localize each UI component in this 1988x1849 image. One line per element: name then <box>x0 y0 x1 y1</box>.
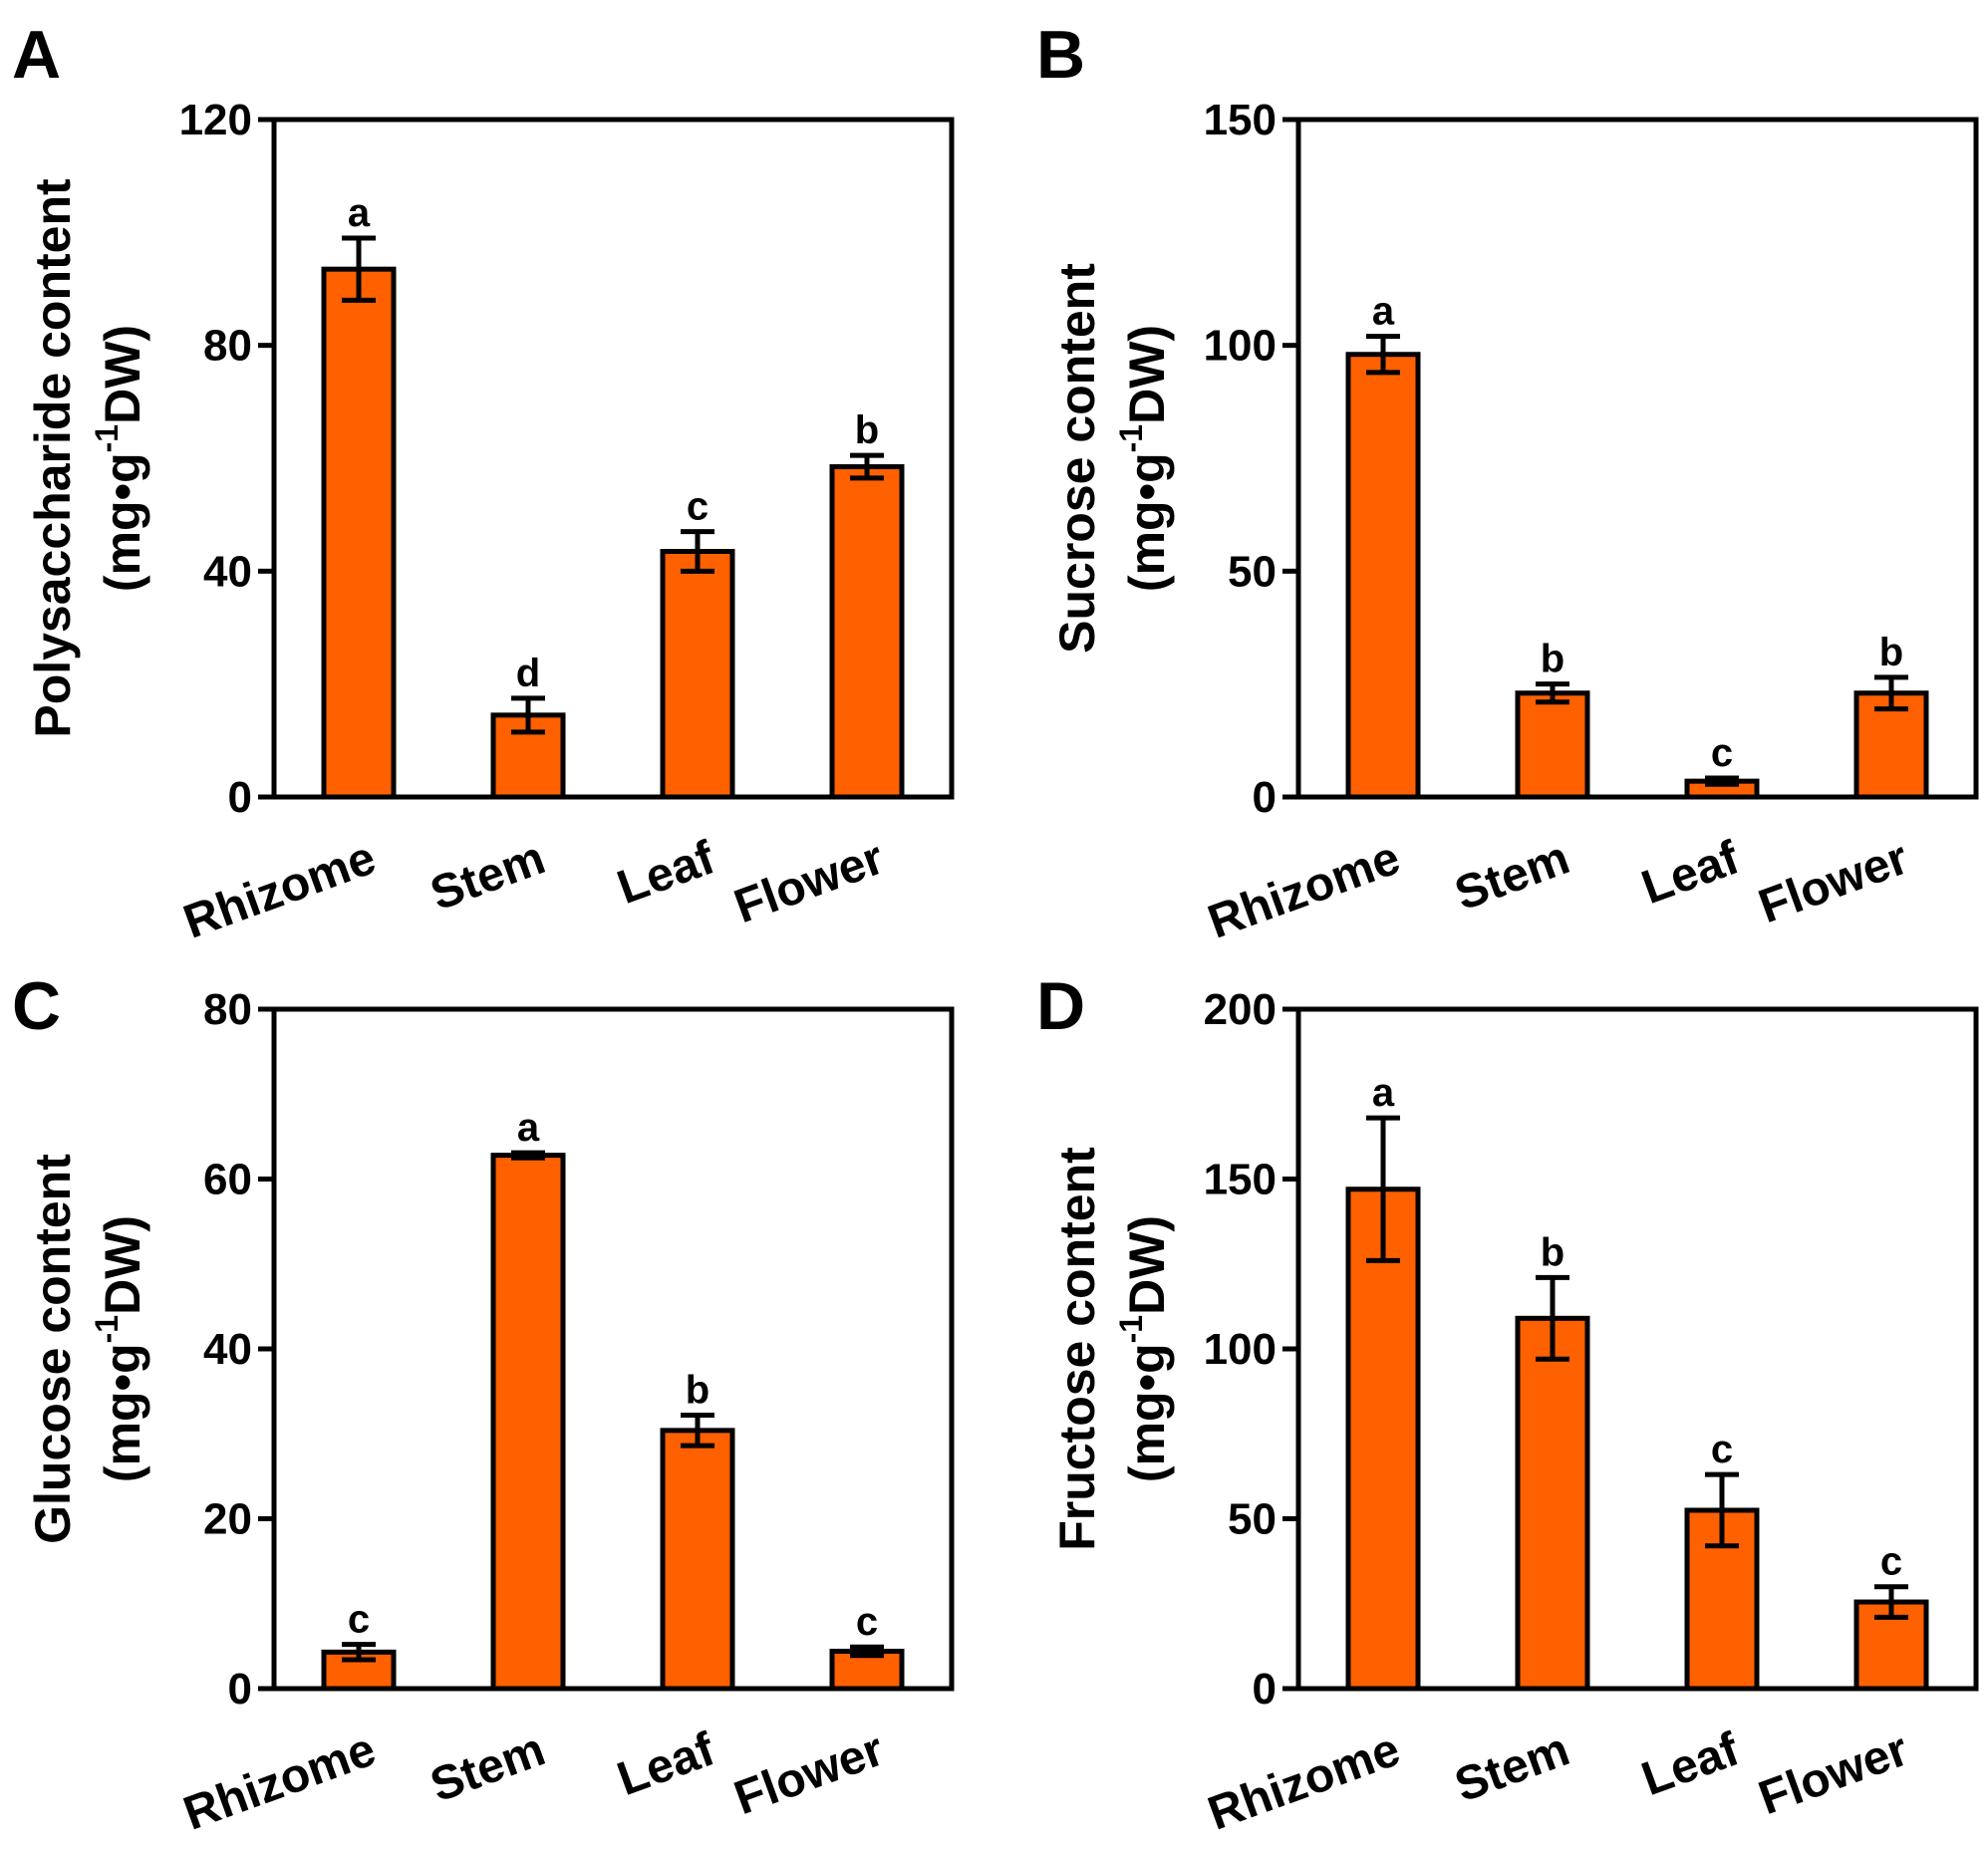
panel-letter: A <box>12 17 61 93</box>
y-axis-unit-label: (mg•g-1DW) <box>1113 325 1175 592</box>
y-axis-unit-label: (mg•g-1DW) <box>89 325 150 592</box>
y-tick-label: 80 <box>203 322 252 371</box>
y-axis-unit-label: (mg•g-1DW) <box>1113 1215 1175 1482</box>
y-tick-label: 100 <box>1204 1325 1277 1374</box>
significance-label: b <box>1541 638 1564 681</box>
plot-frame <box>271 1006 955 1692</box>
unit-text: (mg•g <box>95 452 150 592</box>
y-axis-label: Polysaccharide content <box>25 178 81 738</box>
significance-label: c <box>687 485 709 529</box>
unit-superscript: -1 <box>89 424 125 452</box>
significance-label: a <box>1372 1071 1395 1115</box>
significance-label: b <box>686 1368 710 1412</box>
bar <box>1515 690 1590 800</box>
y-tick-label: 0 <box>1253 773 1277 822</box>
x-tick-label: Stem <box>424 832 551 922</box>
y-tick-label: 80 <box>203 985 252 1034</box>
y-tick-label: 100 <box>1204 322 1277 371</box>
bar <box>660 549 735 800</box>
y-axis-label: Fructose content <box>1049 1147 1105 1551</box>
x-tick-label: Leaf <box>611 831 722 915</box>
y-tick-label: 20 <box>203 1495 252 1544</box>
x-tick-label: Rhizome <box>1202 832 1407 949</box>
x-tick-label: Leaf <box>1635 831 1747 915</box>
y-tick-label: 0 <box>228 773 252 822</box>
significance-label: a <box>348 191 371 235</box>
x-tick-label: Flower <box>727 832 890 934</box>
y-tick-label: 60 <box>203 1156 252 1204</box>
unit-superscript: -1 <box>1113 424 1149 452</box>
bar <box>1345 352 1421 800</box>
unit-text: (mg•g <box>1119 452 1175 592</box>
y-tick-label: 0 <box>1253 1665 1277 1714</box>
bar <box>321 266 397 800</box>
panel-letter: B <box>1036 17 1085 93</box>
significance-label: c <box>1711 1428 1733 1471</box>
unit-text: DW) <box>95 325 150 424</box>
y-tick-label: 150 <box>1204 1156 1277 1204</box>
significance-label: b <box>1541 1230 1564 1274</box>
significance-label: a <box>1372 290 1395 334</box>
significance-label: c <box>1711 731 1733 775</box>
x-tick-label: Stem <box>424 1723 551 1813</box>
unit-text: (mg•g <box>95 1343 150 1482</box>
x-tick-label: Stem <box>1448 832 1575 922</box>
bar <box>829 464 905 800</box>
bar <box>660 1428 735 1692</box>
panel-letter: C <box>12 968 61 1044</box>
unit-text: DW) <box>1119 1215 1175 1315</box>
significance-label: c <box>1880 1540 1902 1584</box>
x-tick-label: Flower <box>1752 1723 1914 1826</box>
x-tick-label: Rhizome <box>177 1723 383 1841</box>
unit-text: DW) <box>1119 325 1175 424</box>
y-tick-label: 40 <box>203 547 252 596</box>
significance-label: b <box>855 408 879 452</box>
y-tick-label: 50 <box>1228 1495 1277 1544</box>
x-tick-label: Flower <box>727 1723 890 1826</box>
panel-letter: D <box>1036 968 1085 1044</box>
y-tick-label: 200 <box>1204 985 1277 1034</box>
y-tick-label: 150 <box>1204 96 1277 144</box>
unit-text: (mg•g <box>1119 1343 1175 1482</box>
y-axis-label: Glucose content <box>25 1154 81 1544</box>
bar <box>1515 1315 1590 1692</box>
plot-frame <box>1295 117 1979 800</box>
x-tick-label: Rhizome <box>177 832 383 949</box>
bar <box>1345 1187 1421 1692</box>
x-tick-label: Leaf <box>1635 1722 1747 1806</box>
unit-superscript: -1 <box>1113 1315 1149 1343</box>
y-tick-label: 50 <box>1228 547 1277 596</box>
x-tick-label: Rhizome <box>1202 1723 1407 1841</box>
x-tick-label: Leaf <box>611 1722 722 1806</box>
unit-superscript: -1 <box>89 1315 125 1343</box>
y-tick-label: 0 <box>228 1665 252 1714</box>
x-tick-label: Flower <box>1752 832 1914 934</box>
significance-label: c <box>856 1600 878 1644</box>
y-axis-unit-label: (mg•g-1DW) <box>89 1215 150 1482</box>
y-tick-label: 40 <box>203 1325 252 1374</box>
significance-label: a <box>517 1106 540 1150</box>
x-tick-label: Stem <box>1448 1723 1575 1813</box>
y-axis-label: Sucrose content <box>1049 263 1105 654</box>
bar <box>490 1153 566 1692</box>
y-tick-label: 120 <box>179 96 252 144</box>
unit-text: DW) <box>95 1215 150 1315</box>
chart-panel-d: D 0 50 100 150 200 Fructose content (mg•g-1DW) a… <box>1036 968 1979 1841</box>
plot-frame <box>271 117 955 800</box>
significance-label: d <box>516 652 540 695</box>
significance-label: c <box>348 1598 370 1642</box>
significance-label: b <box>1879 631 1903 674</box>
chart-panel-b: B 0 50 100 150 Sucrose content (mg•g-1DW) a Rhiz… <box>1036 17 1979 949</box>
